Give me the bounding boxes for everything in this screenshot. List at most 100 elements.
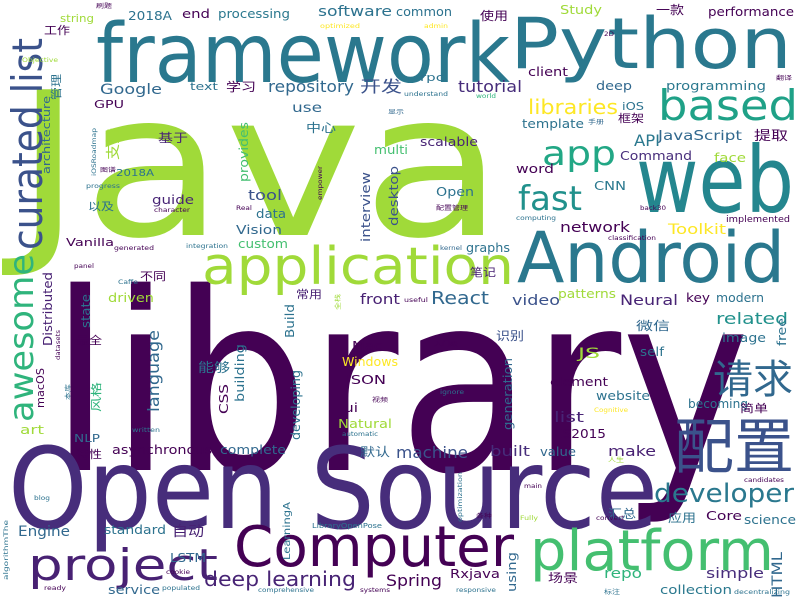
word-tupu: 图谱 (100, 166, 116, 174)
word-rumenji: 入门级 (434, 340, 458, 348)
word-xuexi: 学习 (226, 79, 256, 94)
word-ui: ui (344, 401, 358, 415)
word-es2015: ES2015 (554, 427, 606, 441)
word-face: face (714, 151, 746, 165)
word-windows: Windows (342, 355, 398, 369)
word-word: word (516, 162, 554, 176)
word-awesome: awesome (2, 254, 42, 422)
word-admin: admin (424, 23, 448, 30)
word-convert: convert (596, 515, 625, 522)
word-programming: programming (666, 79, 766, 93)
word-ready: ready (44, 585, 67, 592)
word-generated: generated (114, 245, 154, 252)
word-butong: 不同 (140, 270, 166, 283)
word-huizong: 汇总 (608, 507, 636, 521)
word-shiyong: 使用 (480, 8, 508, 23)
word-natural: Natural (338, 417, 392, 431)
word-kernel: kernel (440, 245, 462, 252)
word-shuati: 刷题 (96, 2, 112, 10)
word-complete: complete (220, 443, 286, 457)
word-lstm: LSTM (170, 551, 206, 565)
word-website: website (596, 389, 650, 403)
word-back30: back30 (640, 205, 666, 212)
word-developing: developing (289, 370, 303, 440)
word-useful: useful (404, 297, 428, 304)
word-free: free (775, 318, 789, 346)
word-web: web (636, 127, 794, 234)
word-nlp: NLP (74, 432, 100, 445)
word-key: key (686, 291, 710, 305)
word-engine: Engine (18, 524, 70, 540)
word-element: element (550, 375, 608, 389)
word-written: written (132, 427, 160, 434)
word-video: video (512, 293, 560, 309)
word-moren: 默认 (360, 444, 390, 459)
word-spring: Spring (386, 571, 442, 590)
word-toolkit: Toolkit (667, 222, 727, 238)
word-science: science (744, 513, 796, 527)
word-tiqu: 提取 (754, 128, 788, 144)
word-platform: platform (530, 519, 774, 584)
word-developer: developer (654, 479, 794, 509)
word-use: use (292, 101, 322, 116)
word-distributed: Distributed (41, 272, 55, 346)
word-iosroadmap: iOSRoadmap (91, 128, 98, 176)
word-biji: 笔记 (470, 265, 496, 279)
word-rpc: rpc (420, 71, 444, 84)
word-make: make (608, 444, 656, 460)
word-service: service (108, 583, 160, 597)
word-rxjava: Rxjava (450, 567, 500, 581)
word-study: Study (560, 3, 602, 17)
word-gpu: GPU (94, 98, 124, 111)
word-tool: tool (248, 188, 282, 204)
word-repo: repo (604, 566, 642, 582)
word-yikuan: 一款 (656, 3, 684, 17)
word-world: world (476, 93, 496, 100)
word-datasets: datasets (55, 330, 62, 360)
word-gezhong: 各种 (476, 512, 492, 520)
word-text: text (190, 80, 219, 93)
word-simple: simple (706, 566, 764, 582)
word-shibie: 识别 (496, 329, 524, 343)
word-fast: fast (518, 179, 582, 219)
word-macos: macOS (34, 368, 47, 408)
word-multi: multi (374, 143, 408, 157)
word-android: Android (517, 217, 785, 299)
word-zhichi: 支持 (106, 128, 122, 160)
word-changjing: 场景 (548, 571, 578, 585)
word-image: image (722, 331, 766, 345)
word-comprehensive: comprehensive (258, 587, 314, 594)
word-quanzhan: 全栈 (334, 294, 342, 310)
word-cognitive: Cognitive (594, 407, 628, 414)
word-list: list (554, 410, 585, 426)
word-decentralizing: decentralizing (734, 589, 790, 596)
word-client: client (528, 65, 568, 79)
word-based: based (658, 81, 798, 130)
word-vanilla: Vanilla (66, 236, 114, 249)
word-machine: machine (396, 443, 468, 462)
word-html: HTML (770, 552, 786, 598)
word-rensheng: 人生 (608, 456, 624, 464)
word-application: application (202, 237, 514, 297)
word-integration: integration (186, 243, 228, 250)
word-objective: Objective (22, 57, 58, 64)
word-fanyi: 翻译 (776, 74, 792, 82)
word-classification: classification (608, 235, 656, 242)
word-css: CSS (217, 384, 231, 414)
word-systems: systems (360, 587, 390, 594)
word-art: art (20, 423, 44, 437)
word-implemented: implemented (726, 215, 790, 225)
word-progress: progress (86, 183, 120, 190)
word-caffe: Caffe (118, 279, 138, 286)
word-qingqiu: 请求 (713, 357, 793, 403)
word-computing: computing (516, 215, 556, 222)
word-empower: empower (317, 165, 324, 200)
word-yiji: 以及 (88, 200, 114, 213)
word-deep-learning: deep learning (204, 567, 356, 591)
word-scalable: scalable (420, 135, 478, 149)
word-json: JSON (345, 373, 386, 387)
word-state: state (79, 294, 93, 328)
word-graphs: graphs (466, 241, 510, 255)
